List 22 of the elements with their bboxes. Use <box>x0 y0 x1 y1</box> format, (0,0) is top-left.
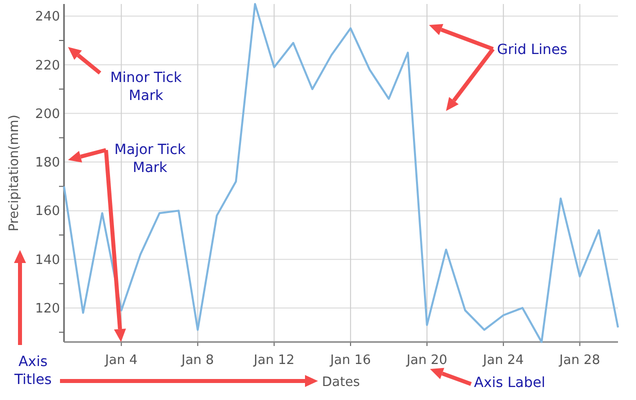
text: Axis Titles <box>13 354 52 388</box>
x-tick-label: Jan 16 <box>329 353 371 368</box>
x-tick-label: Jan 8 <box>180 353 214 368</box>
y-tick-label: 220 <box>35 58 60 74</box>
x-tick-label: Jan 20 <box>406 353 448 368</box>
annotation: Major Tick Mark <box>114 142 186 176</box>
annotation: Minor Tick Mark <box>110 70 183 104</box>
x-tick-label: Jan 24 <box>482 353 524 368</box>
y-tick-label: 160 <box>35 204 60 220</box>
x-axis-title: Dates <box>322 375 360 390</box>
text: Axis Label <box>474 375 546 391</box>
y-axis-title: Precipitation(mm) <box>7 114 22 232</box>
x-tick-label: Jan 12 <box>252 353 294 368</box>
y-tick-label: 240 <box>35 10 60 25</box>
y-tick-label: 140 <box>35 252 60 268</box>
y-tick-label: 120 <box>35 302 60 317</box>
y-tick-label: 200 <box>35 106 60 122</box>
annotation: Grid Lines <box>497 42 568 58</box>
x-tick-label: Jan 4 <box>104 353 138 368</box>
x-tick-label: Jan 28 <box>558 353 600 368</box>
y-tick-label: 180 <box>35 156 60 171</box>
line-series <box>63 3 619 343</box>
